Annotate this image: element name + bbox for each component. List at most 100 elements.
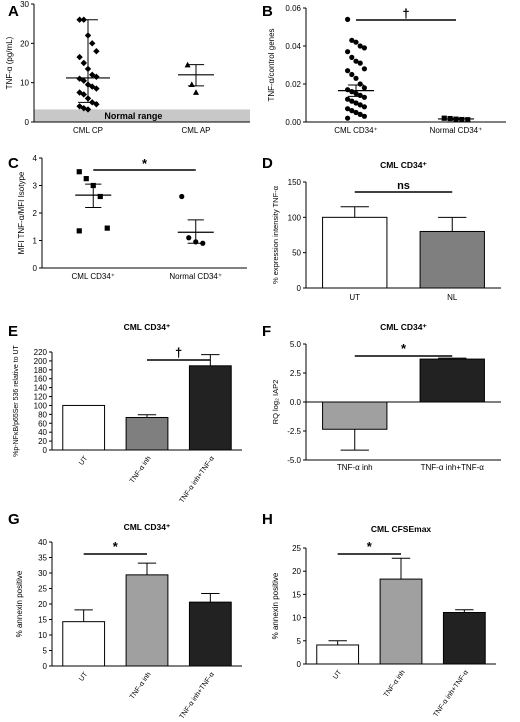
y-tick-label: 2 [33,209,38,218]
data-point [441,115,447,121]
y-tick-label: 0 [43,446,48,455]
bar [419,230,485,289]
y-tick-label: 60 [38,419,47,428]
y-tick-label: 100 [34,401,48,410]
y-tick-label: 5 [297,637,302,646]
significance-label: * [113,539,119,554]
y-tick-label: 20 [38,437,47,446]
bar [125,416,169,451]
panel-label: F [262,323,271,340]
data-point [89,40,96,47]
y-tick-label: 0 [43,662,48,671]
y-tick-label: 0.06 [285,4,301,13]
data-point [84,81,92,88]
data-point [345,106,351,112]
data-point [465,117,471,123]
bar [188,601,232,667]
x-tick-label: TNF-α inh [383,669,407,699]
bar [379,578,423,665]
data-point [80,105,87,112]
bar [188,365,232,451]
data-point [345,49,351,55]
panel-label: E [8,323,18,340]
y-axis-label: % annexin positive [15,570,24,637]
bar [322,216,388,289]
data-point [353,58,359,64]
y-tick-label: 10 [20,79,29,88]
data-point [447,115,453,122]
y-tick-label: 0 [25,118,30,127]
data-point [361,94,367,100]
y-tick-label: 4 [33,154,38,163]
data-point [76,75,83,82]
y-tick-label: -2.5 [287,427,301,436]
data-point [459,116,465,123]
y-tick-label: 160 [34,375,48,384]
x-tick-label: UT [349,293,360,302]
x-tick-label: TNF-α inh+TNF-α [178,455,215,504]
bar [316,644,360,665]
x-tick-label: CML CD34⁺ [72,272,116,281]
data-point [353,109,359,116]
data-point [76,16,83,23]
y-tick-label: 220 [34,348,48,357]
data-point [345,96,351,102]
y-tick-label: 40 [38,538,47,547]
panel-label: H [262,511,273,528]
data-point [76,53,83,61]
data-point [357,43,363,49]
panel-H: H CML CFSEmax 0 5 10 15 20 25 UT TNF-α inh TNF-α i… [262,511,496,718]
y-tick-label: 15 [292,590,301,599]
bar [322,401,388,430]
y-tick-label: -5.0 [287,456,301,465]
chart-title: CML CD34⁺ [380,160,427,170]
y-tick-label: 100 [288,213,302,222]
panel-B: B 0.00 0.02 0.04 0.06 CML CD34⁺ Normal CD34⁺ † T… [262,3,506,135]
data-point [104,225,110,231]
y-tick-label: 0 [297,660,302,669]
y-tick-label: 0 [33,264,38,273]
data-point [353,39,359,45]
y-axis-label: MFI TNF-α/MFI Isotype [17,171,26,254]
y-tick-label: 25 [292,544,301,553]
y-tick-label: 0.04 [285,42,301,51]
data-point [80,16,87,23]
x-tick-label: TNF-α inh+TNF-α [432,669,469,718]
data-point [357,102,363,108]
y-tick-label: 35 [38,554,47,563]
y-axis-label: % expression intensity TNF-α [271,185,280,284]
data-point [357,111,363,117]
y-tick-label: 180 [34,366,48,375]
data-point [76,103,83,110]
x-tick-label: TNF-α inh+TNF-α [421,463,485,472]
y-tick-label: 0.00 [285,118,301,127]
chart-title: CML CD34⁺ [124,522,171,532]
x-tick-label: Normal CD34⁺ [430,126,483,135]
data-point [361,66,367,72]
significance-label: † [402,6,409,21]
significance-label: † [175,345,182,360]
y-tick-label: 120 [34,393,48,402]
y-tick-label: 80 [38,410,47,419]
x-tick-label: TNF-α inh [129,671,153,701]
panel-G: G CML CD34⁺ 0 5 10 15 20 25 30 35 40 UT TNF-α inh TNF… [8,511,242,720]
bar [62,621,106,667]
data-point [361,45,367,51]
data-point [345,87,351,93]
y-tick-label: 30 [38,569,47,578]
data-point [345,68,351,74]
panel-A: A Normal range 0 10 20 30 CML CP CML AP TNF-α (p… [5,0,250,135]
data-point [80,91,87,98]
x-tick-label: CML CD34⁺ [334,126,378,135]
panel-E: E CML CD34⁺ 020406080100120140160180200220… [8,322,242,504]
data-point [93,48,100,55]
bar [442,611,486,665]
x-tick-label: TNF-α inh [129,455,153,485]
data-point [89,99,96,106]
chart-title: CML CD34⁺ [124,322,171,332]
y-tick-label: 10 [38,631,47,640]
y-tick-label: 50 [292,249,301,258]
y-tick-label: 20 [38,600,47,609]
chart-title: CML CFSEmax [371,524,432,534]
y-tick-label: 1 [33,237,38,246]
